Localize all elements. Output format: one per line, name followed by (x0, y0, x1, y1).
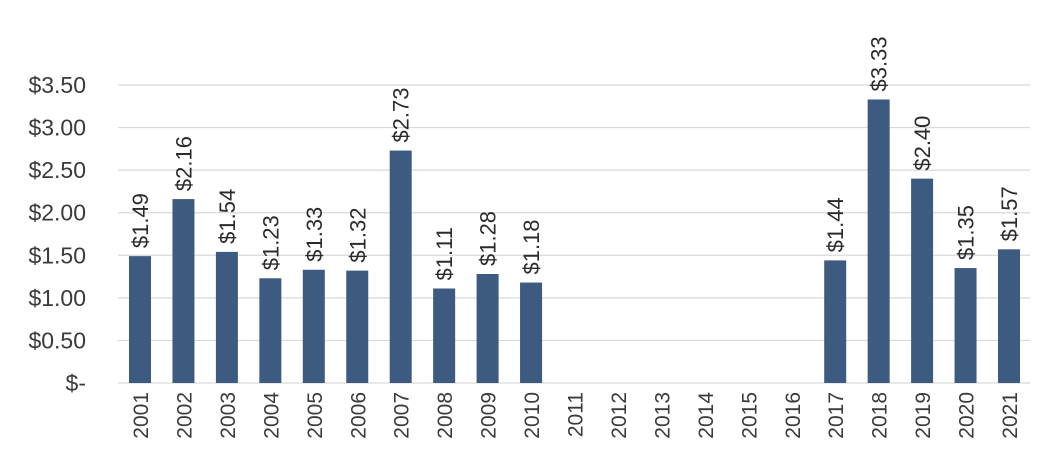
bar (433, 288, 456, 383)
x-tick-label: 2002 (173, 392, 196, 439)
data-labels: $1.49 $2.16 $1.54 $1.23 $1.33 $1.32 $2.73 $1.11… (128, 36, 1022, 280)
x-tick-label: 2020 (956, 392, 979, 439)
x-tick-label: 2012 (608, 392, 631, 439)
data-label: $1.49 (128, 193, 153, 248)
data-label: $1.11 (432, 227, 457, 280)
y-tick-label: $3.50 (28, 72, 86, 98)
data-label: $2.73 (389, 87, 414, 142)
bar (867, 99, 890, 383)
y-tick-label: $3.00 (28, 115, 86, 141)
data-label: $1.23 (258, 215, 283, 270)
x-tick-label: 2015 (738, 392, 761, 439)
bar (346, 270, 369, 383)
x-tick-label: 2009 (478, 392, 501, 439)
x-tick-label: 2004 (260, 392, 283, 439)
x-tick-label: 2005 (304, 392, 327, 439)
bar (129, 256, 151, 383)
y-tick-label: $2.50 (28, 157, 86, 183)
bar (302, 269, 325, 383)
x-tick-label: 2010 (521, 392, 544, 439)
bar (998, 249, 1020, 383)
data-label: $1.18 (519, 219, 544, 274)
x-tick-label: 2007 (391, 392, 414, 439)
x-axis-tick-labels: 2001 2002 2003 2004 2005 2006 2007 2008 2009 2010… (130, 392, 1022, 439)
bar (172, 199, 195, 383)
data-label: $3.33 (867, 36, 892, 91)
data-label: $1.33 (302, 207, 327, 262)
x-tick-label: 2016 (782, 392, 805, 439)
bar (476, 274, 499, 383)
data-label: $2.16 (171, 136, 196, 191)
gridlines (118, 84, 1030, 384)
data-label: $1.57 (997, 186, 1022, 241)
bar (911, 178, 934, 383)
x-tick-label: 2001 (130, 392, 153, 439)
data-label: $1.28 (476, 211, 501, 266)
bar (215, 251, 238, 383)
bar (954, 268, 977, 383)
bars (129, 99, 1020, 383)
x-tick-label: 2018 (869, 392, 892, 439)
x-tick-label: 2008 (434, 392, 457, 439)
data-label: $1.54 (215, 189, 240, 244)
y-tick-label: $2.00 (28, 200, 86, 226)
x-tick-label: 2014 (695, 392, 718, 439)
x-tick-label: 2011 (565, 392, 588, 437)
y-tick-label: $- (66, 370, 86, 396)
x-tick-label: 2021 (999, 392, 1022, 439)
y-tick-label: $1.00 (28, 285, 86, 311)
y-tick-label: $1.50 (28, 242, 86, 268)
data-label: $1.44 (823, 197, 848, 252)
y-tick-label: $0.50 (28, 327, 86, 353)
bar (389, 150, 412, 383)
data-label: $1.32 (345, 208, 370, 263)
x-tick-label: 2013 (651, 392, 674, 439)
x-tick-label: 2003 (217, 392, 240, 439)
x-tick-label: 2019 (912, 392, 935, 439)
x-tick-label: 2006 (347, 392, 370, 439)
bar (824, 260, 847, 383)
y-axis-tick-labels: $- $0.50 $1.00 $1.50 $2.00 $2.50 $3.00 $3.50 (28, 72, 86, 396)
bar (259, 278, 282, 383)
data-label: $2.40 (910, 116, 935, 171)
x-tick-label: 2017 (825, 392, 848, 439)
data-label: $1.35 (954, 205, 979, 260)
bar (520, 282, 543, 383)
